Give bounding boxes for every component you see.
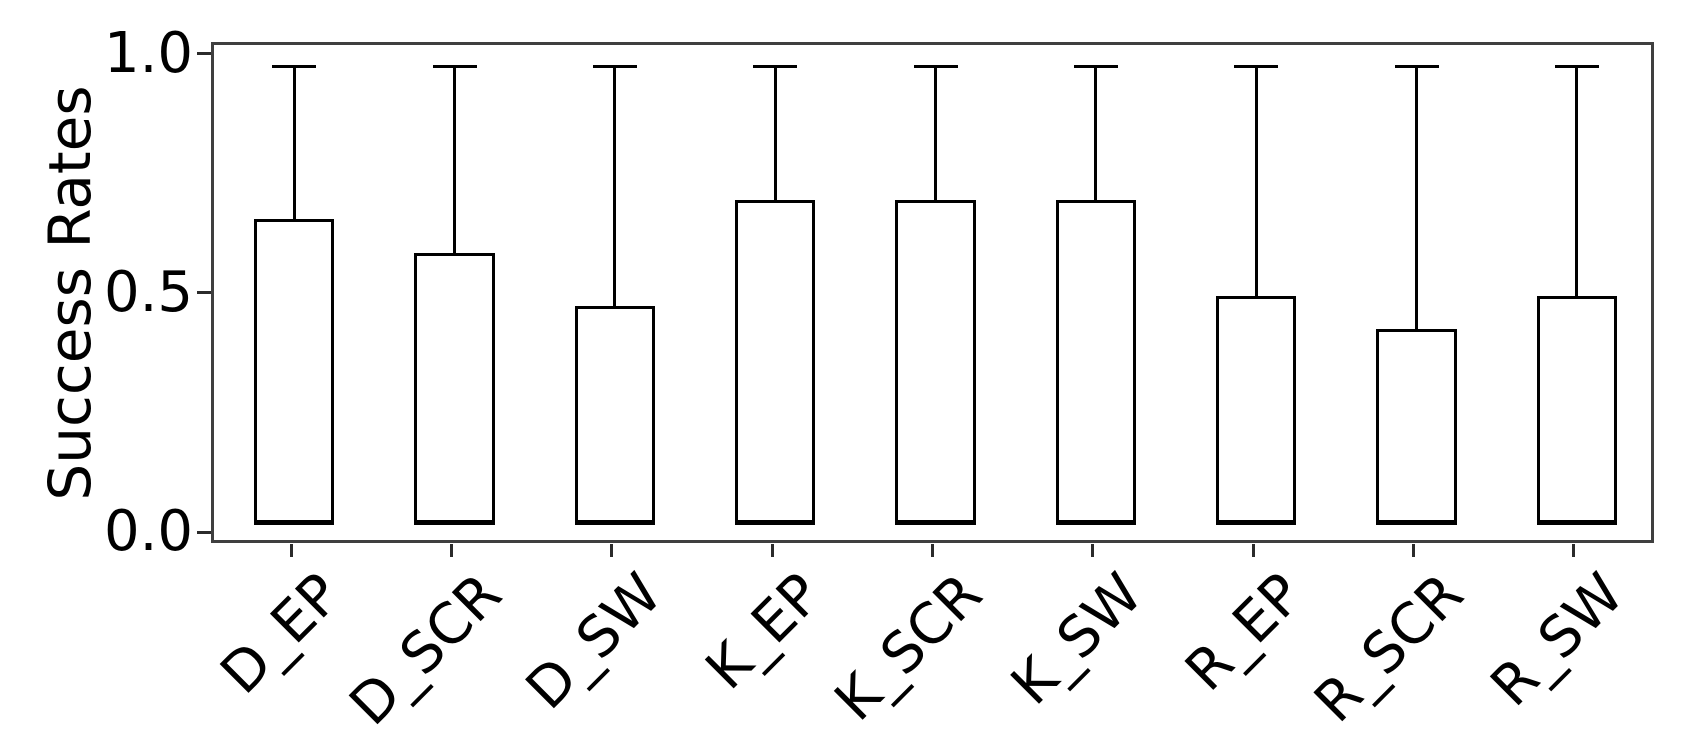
errorbar-line-K_SW (1094, 66, 1098, 201)
bar-R_SW (1536, 295, 1617, 526)
errorbar-cap-R_EP (1234, 65, 1279, 68)
errorbar-line-D_SCR (453, 66, 456, 253)
errorbar-cap-D_SW (592, 65, 637, 68)
x-tick-R_EP (1251, 544, 1255, 557)
y-tick-1.0 (197, 52, 211, 56)
errorbar-line-R_SCR (1415, 66, 1418, 330)
y-tick-label-0.5: 0.5 (103, 259, 193, 325)
errorbar-line-R_EP (1254, 66, 1258, 296)
x-tick-label-R_EP: R_EP (1173, 561, 1316, 704)
plot-area (211, 42, 1654, 543)
x-tick-label-K_SW: K_SW (999, 561, 1156, 718)
x-tick-label-D_EP: D_EP (208, 561, 354, 707)
x-tick-D_SCR (450, 544, 453, 557)
errorbar-line-K_SCR (934, 66, 937, 201)
x-tick-label-R_SCR: R_SCR (1302, 561, 1476, 736)
errorbar-cap-K_SW (1073, 65, 1118, 68)
x-tick-K_SCR (931, 544, 934, 557)
errorbar-line-K_EP (773, 66, 777, 201)
x-tick-D_EP (289, 544, 293, 557)
errorbar-cap-R_SCR (1394, 65, 1439, 68)
bar-R_SCR (1376, 329, 1457, 526)
errorbar-cap-K_EP (753, 65, 798, 68)
y-tick-label-0.0: 0.0 (103, 499, 193, 564)
x-tick-label-D_SW: D_SW (513, 561, 675, 723)
errorbar-cap-K_SCR (913, 65, 958, 68)
x-tick-K_SW (1091, 544, 1095, 557)
errorbar-line-R_SW (1575, 66, 1579, 296)
x-tick-D_SW (610, 544, 614, 557)
x-tick-label-K_SCR: K_SCR (822, 561, 995, 734)
x-tick-label-D_SCR: D_SCR (337, 561, 514, 739)
errorbar-line-D_SW (613, 66, 617, 306)
y-axis-label: Success Rates (36, 85, 104, 501)
bar-K_SW (1055, 200, 1136, 526)
y-tick-0.0 (197, 530, 211, 534)
x-tick-label-K_EP: K_EP (693, 561, 835, 703)
errorbar-cap-R_SW (1554, 65, 1599, 68)
x-tick-label-R_SW: R_SW (1478, 561, 1637, 720)
bar-K_EP (735, 200, 816, 526)
x-tick-K_EP (770, 544, 774, 557)
errorbar-line-D_EP (292, 66, 296, 220)
bar-D_SCR (414, 252, 495, 526)
errorbar-cap-D_EP (272, 65, 317, 68)
bar-K_SCR (895, 200, 976, 526)
bar-D_SW (574, 305, 655, 526)
x-tick-R_SW (1572, 544, 1576, 557)
x-tick-R_SCR (1412, 544, 1415, 557)
y-tick-0.5 (197, 291, 211, 295)
y-tick-label-1.0: 1.0 (103, 20, 193, 86)
errorbar-cap-D_SCR (432, 65, 477, 68)
bar-D_EP (254, 219, 335, 526)
bar-R_EP (1216, 295, 1297, 526)
